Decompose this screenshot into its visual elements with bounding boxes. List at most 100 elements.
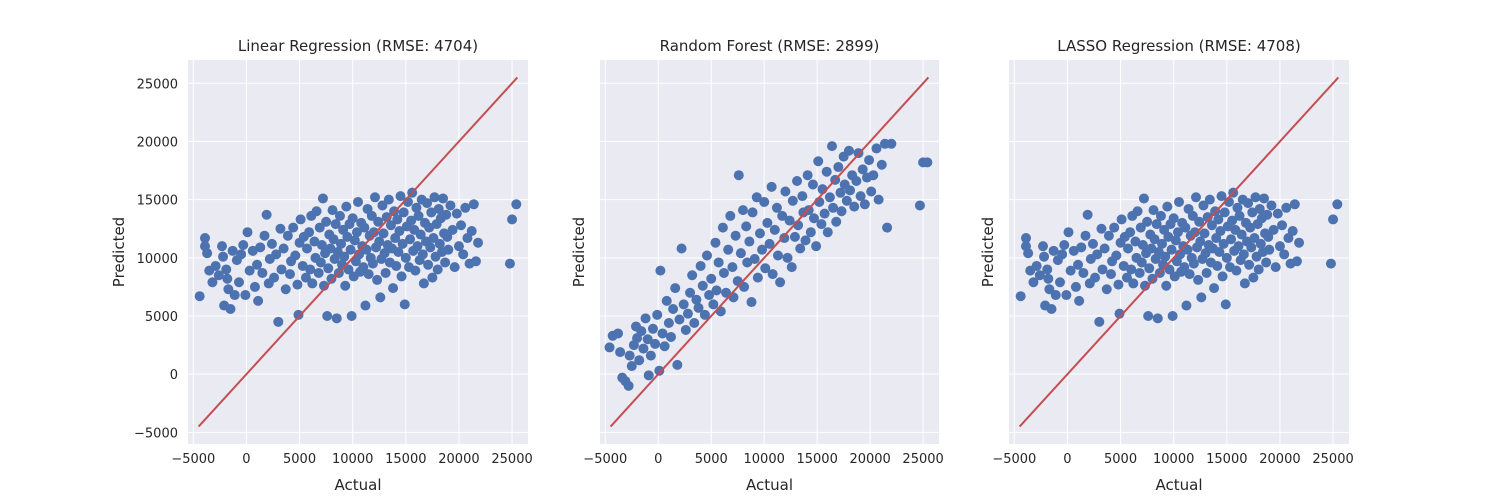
scatter-point — [213, 270, 224, 281]
scatter-point — [313, 267, 324, 278]
scatter-point — [249, 281, 260, 292]
scatter-point — [775, 277, 786, 288]
scatter-point — [835, 187, 846, 198]
scatter-point — [1199, 228, 1210, 239]
scatter-point — [1202, 212, 1213, 223]
scatter-point — [222, 273, 233, 284]
scatter-point — [663, 317, 674, 328]
scatter-point — [1080, 230, 1091, 241]
scatter-point — [400, 252, 411, 263]
scatter-point — [728, 292, 739, 303]
scatter-point — [759, 196, 770, 207]
scatter-point — [1193, 274, 1204, 285]
y-tick-label: −5000 — [134, 426, 178, 441]
scatter-point — [428, 233, 439, 244]
scatter-point — [1233, 241, 1244, 252]
scatter-point — [746, 297, 757, 308]
scatter-point — [1215, 226, 1226, 237]
x-tick-label: 20000 — [1259, 452, 1300, 467]
scatter-point — [914, 200, 925, 211]
y-tick-label: 10000 — [137, 252, 178, 267]
scatter-point — [1195, 236, 1206, 247]
scatter-point — [1163, 231, 1174, 242]
scatter-point — [1082, 209, 1093, 220]
scatter-point — [1097, 264, 1108, 275]
scatter-point — [1050, 290, 1061, 301]
scatter-point — [388, 283, 399, 294]
scatter-point — [1167, 311, 1178, 321]
x-tick-label: −5000 — [171, 452, 215, 467]
scatter-point — [1234, 210, 1245, 221]
scatter-point — [1187, 210, 1198, 221]
scatter-point — [717, 222, 728, 233]
scatter-point — [427, 272, 438, 283]
scatter-point — [831, 216, 842, 227]
scatter-point — [1248, 272, 1259, 283]
scatter-point — [652, 309, 663, 320]
scatter-point — [275, 223, 286, 234]
chart-title: Random Forest (RMSE: 2899) — [660, 37, 880, 55]
scatter-point — [377, 200, 388, 211]
scatter-point — [340, 280, 351, 291]
scatter-point — [1245, 222, 1256, 233]
scatter-point — [1063, 227, 1074, 238]
scatter-point — [311, 206, 322, 217]
scatter-point — [882, 222, 893, 233]
scatter-point — [370, 192, 380, 203]
scatter-point — [358, 262, 369, 273]
scatter-point — [866, 186, 877, 197]
scatter-point — [278, 243, 289, 254]
scatter-point — [1212, 260, 1223, 271]
scatter-point — [321, 216, 332, 227]
scatter-point — [782, 252, 793, 263]
scatter-point — [1160, 251, 1171, 262]
scatter-point — [398, 207, 409, 218]
scatter-point — [229, 290, 240, 301]
scatter-point — [1166, 244, 1177, 255]
y-tick-label: 0 — [170, 368, 178, 383]
y-tick-label: 20000 — [137, 135, 178, 150]
scatter-point — [445, 200, 456, 211]
scatter-point — [1175, 249, 1186, 260]
scatter-point — [1279, 249, 1290, 260]
scatter-point — [1262, 209, 1273, 220]
scatter-point — [470, 256, 481, 267]
scatter-point — [706, 273, 717, 284]
scatter-point — [315, 257, 326, 268]
scatter-point — [1291, 256, 1302, 267]
scatter-point — [685, 287, 696, 298]
reference-line — [609, 76, 930, 428]
scatter-point — [1232, 202, 1243, 213]
scatter-point — [460, 202, 471, 213]
scatter-point — [1121, 272, 1132, 283]
scatter-point — [813, 156, 824, 167]
scatter-point — [762, 217, 773, 228]
scatter-point — [873, 194, 884, 205]
scatter-point — [438, 193, 448, 204]
scatter-point — [314, 222, 325, 233]
scatter-point — [807, 179, 818, 190]
scatter-point — [1038, 241, 1048, 252]
scatter-point — [354, 249, 365, 260]
x-tick-label: −5000 — [992, 452, 1036, 467]
scatter-point — [857, 164, 868, 175]
scatter-point — [800, 235, 811, 246]
scatter-point — [349, 235, 360, 246]
scatter-point — [442, 231, 453, 242]
scatter-point — [331, 313, 342, 324]
scatter-point — [415, 229, 426, 240]
scatter-point — [1217, 271, 1228, 282]
scatter-point — [752, 272, 763, 283]
scatter-point — [1144, 263, 1155, 274]
scatter-point — [422, 198, 433, 209]
scatter-point — [1106, 269, 1116, 280]
scatter-point — [764, 238, 775, 249]
scatter-point — [1231, 265, 1242, 276]
scatter-point — [695, 260, 706, 271]
scatter-point — [1109, 222, 1120, 233]
scatter-point — [339, 251, 350, 262]
scatter-point — [650, 338, 661, 349]
scatter-point — [456, 220, 467, 231]
scatter-point — [1146, 243, 1157, 254]
scatter-point — [373, 216, 384, 227]
